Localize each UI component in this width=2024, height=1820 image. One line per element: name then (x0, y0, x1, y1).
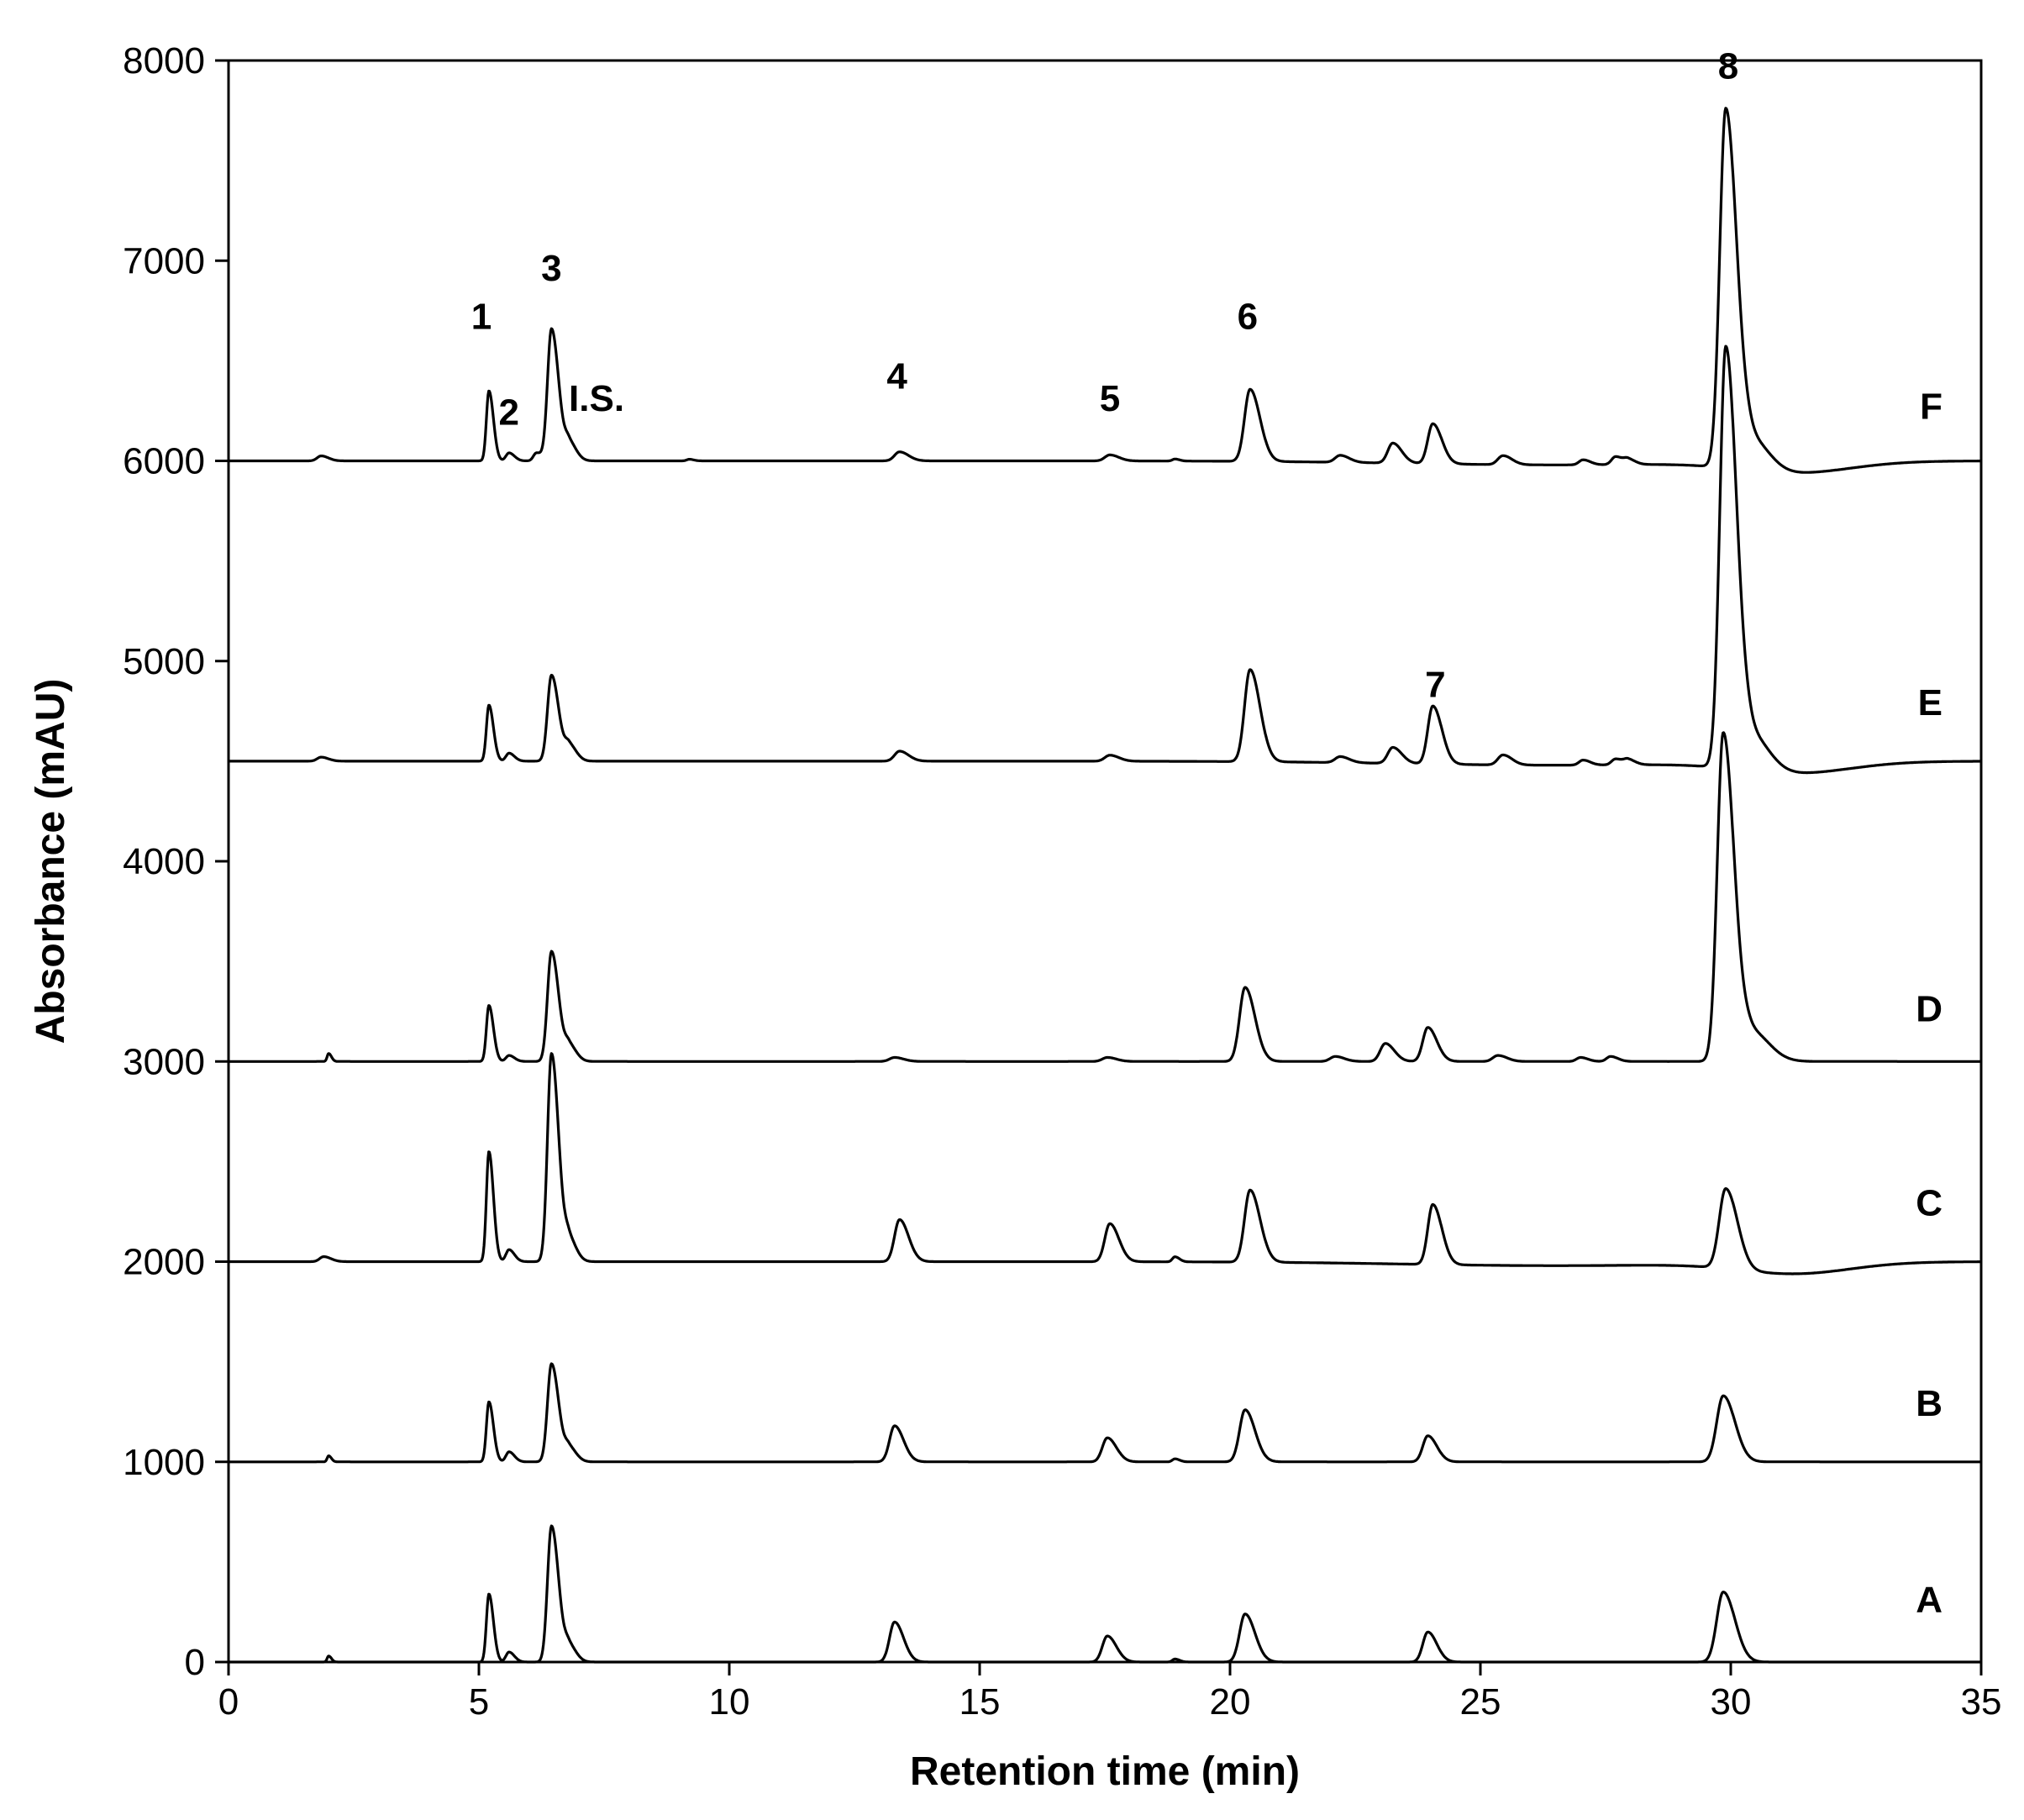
x-tick-label: 25 (1460, 1681, 1501, 1723)
y-tick-label: 8000 (123, 40, 205, 82)
y-tick-label: 0 (185, 1642, 205, 1683)
traces-layer (228, 107, 1982, 1664)
ticks-layer: 0 5 10 15 20 25 30 3501000200030004000500060007… (123, 40, 2001, 1723)
trace-label: E (1918, 682, 1943, 723)
peak-label: 2 (499, 392, 519, 434)
peak-label: 3 (541, 248, 561, 289)
y-tick-label: 7000 (123, 240, 205, 281)
peak-label: 4 (886, 356, 907, 397)
annotation-layer: 1 2 3 I.S. 4 5 6 7 8 A B C D E F (471, 45, 1943, 1620)
trace-label: F (1920, 386, 1943, 427)
y-tick-label: 5000 (123, 641, 205, 682)
trace-D (228, 731, 1982, 1063)
peak-label: 7 (1425, 665, 1445, 706)
x-tick-label: 35 (1961, 1681, 2002, 1723)
trace-label: B (1916, 1383, 1943, 1424)
peak-label: 5 (1100, 378, 1120, 419)
trace-F (228, 107, 1982, 474)
x-tick-label: 20 (1210, 1681, 1251, 1723)
trace-B (228, 1362, 1982, 1464)
x-tick-label: 10 (709, 1681, 750, 1723)
x-tick-label: 0 (218, 1681, 239, 1723)
trace-C (228, 1052, 1982, 1276)
trace-label: C (1916, 1183, 1943, 1224)
y-tick-label: 1000 (123, 1442, 205, 1483)
y-tick-label: 6000 (123, 441, 205, 482)
y-tick-label: 2000 (123, 1242, 205, 1283)
trace-A (228, 1524, 1982, 1664)
x-tick-label: 5 (469, 1681, 489, 1723)
y-tick-label: 3000 (123, 1041, 205, 1082)
peak-label: 1 (471, 296, 492, 337)
trace-E (228, 345, 1982, 775)
trace-label: D (1916, 989, 1943, 1030)
peak-label: I.S. (569, 378, 624, 419)
x-axis-title: Retention time (min) (910, 1749, 1300, 1794)
x-tick-label: 30 (1711, 1681, 1752, 1723)
y-tick-label: 4000 (123, 841, 205, 882)
y-axis-title: Absorbance (mAU) (29, 679, 73, 1044)
peak-label: 6 (1238, 296, 1258, 337)
peak-label: 8 (1718, 45, 1738, 87)
x-tick-label: 15 (959, 1681, 1001, 1723)
trace-label: A (1916, 1579, 1943, 1620)
